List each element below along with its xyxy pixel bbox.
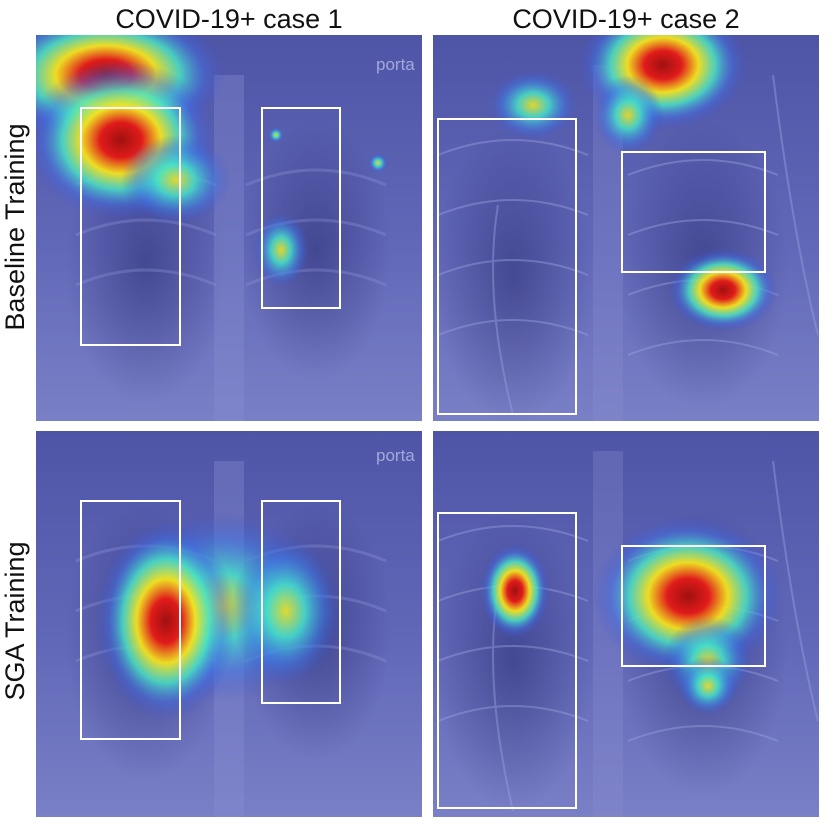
heatmap-xray-image (433, 35, 819, 421)
column-title-case1: COVID-19+ case 1 (115, 4, 343, 34)
overlay-text: porta (376, 446, 415, 465)
panel-sga-case1: porta (36, 431, 422, 817)
heatmap-xray-image: porta (36, 35, 422, 421)
heatmap-xray-image (433, 431, 819, 817)
row-title-sga: SGA Training (0, 541, 30, 701)
panel-baseline-case2 (433, 35, 819, 421)
panel-sga-case2 (433, 431, 819, 817)
row-title-baseline: Baseline Training (0, 123, 30, 331)
heatmap-xray-image: porta (36, 431, 422, 817)
panel-baseline-case1: porta (36, 35, 422, 421)
overlay-text: porta (376, 55, 415, 74)
column-title-case2: COVID-19+ case 2 (512, 4, 740, 34)
